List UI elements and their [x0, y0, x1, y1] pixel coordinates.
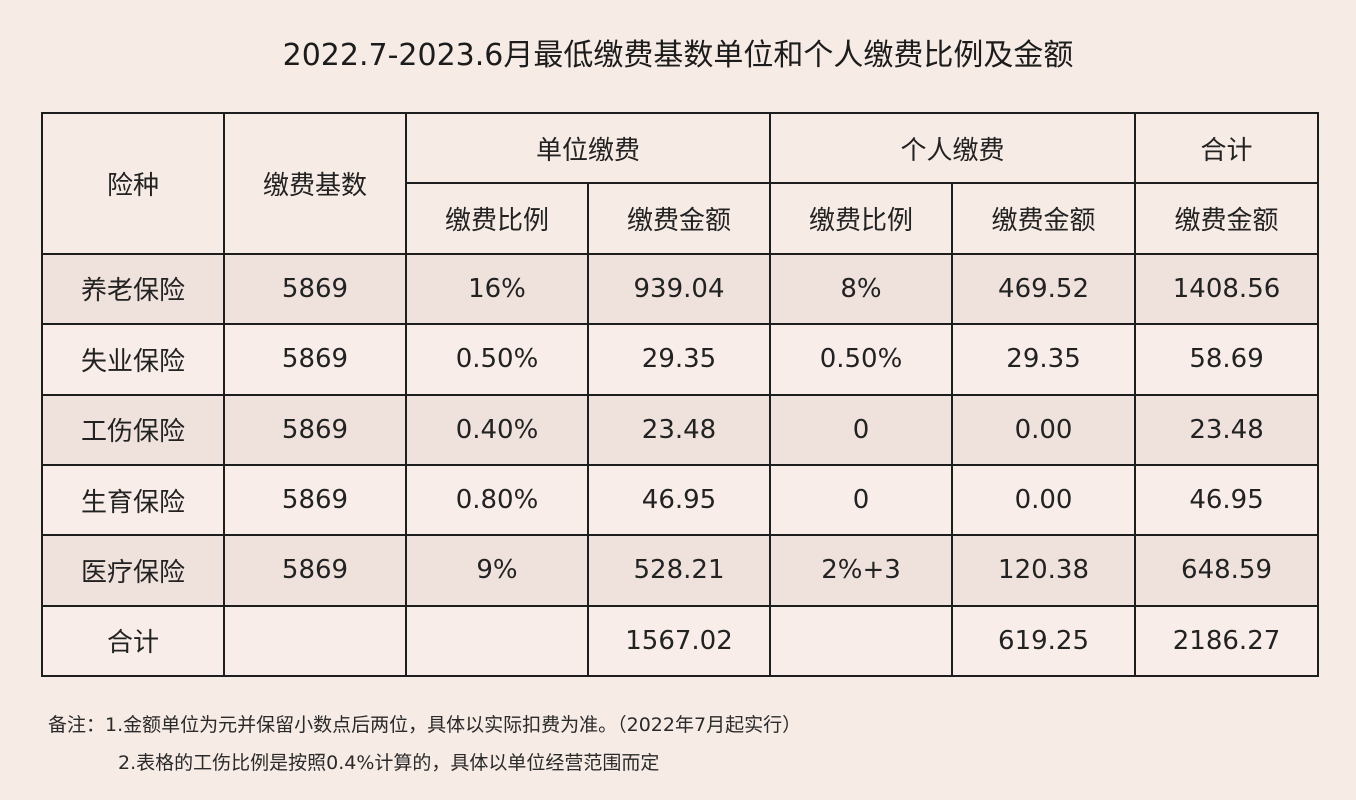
notes: 备注：1.金额单位为元并保留小数点后两位，具体以实际扣费为准。（2022年7月起…: [48, 706, 801, 782]
cell-employer-rate: 0.50%: [405, 323, 589, 396]
note-line-2: 2.表格的工伤比例是按照0.4%计算的，具体以单位经营范围而定: [118, 752, 660, 774]
cell-employee-rate: 8%: [769, 252, 954, 326]
cell-employer-rate: 0.40%: [405, 393, 589, 466]
header-row-1: 险种 缴费基数 单位缴费 个人缴费 合计: [41, 111, 1320, 255]
cell-type: 生育保险: [41, 463, 225, 537]
cell-employee-amount: 0.00: [951, 463, 1137, 537]
note-line-1: 备注：1.金额单位为元并保留小数点后两位，具体以实际扣费为准。（2022年7月起…: [48, 714, 802, 736]
cell-employee-rate: 0: [769, 463, 954, 537]
header-total-amount: 缴费金额: [1134, 182, 1320, 255]
cell-type: 养老保险: [41, 252, 225, 326]
cell-employer-amount: 29.35: [586, 323, 772, 396]
header-employee-rate: 缴费比例: [769, 182, 954, 255]
total-employee-amount: 619.25: [951, 604, 1137, 678]
empty-cell: [405, 604, 589, 678]
page-title: 2022.7-2023.6月最低缴费基数单位和个人缴费比例及金额: [282, 38, 1074, 73]
header-base: 缴费基数: [223, 112, 407, 255]
cell-employer-rate: 16%: [405, 252, 589, 326]
table-row: 生育保险 5869 0.80% 46.95 0 0.00 46.95: [41, 463, 1320, 537]
cell-employee-rate: 0.50%: [769, 323, 954, 396]
cell-employee-amount: 0.00: [951, 393, 1137, 466]
cell-employee-amount: 469.52: [951, 252, 1137, 326]
contribution-table: 险种 缴费基数 单位缴费 个人缴费 合计 缴费比例 缴费金额 缴费比例 缴费金额…: [41, 111, 1320, 678]
cell-employer-amount: 528.21: [586, 534, 772, 607]
header-employer-group: 单位缴费: [404, 111, 772, 185]
cell-base: 5869: [223, 393, 407, 466]
cell-base: 5869: [223, 252, 407, 326]
table-row: 医疗保险 5869 9% 528.21 2%+3 120.38 648.59: [41, 534, 1320, 607]
cell-base: 5869: [223, 463, 407, 537]
cell-base: 5869: [223, 323, 407, 396]
cell-employer-amount: 46.95: [586, 463, 772, 537]
header-employee-amount: 缴费金额: [951, 182, 1137, 255]
cell-total: 58.69: [1134, 323, 1320, 396]
cell-employer-rate: 0.80%: [405, 463, 589, 537]
table-row: 养老保险 5869 16% 939.04 8% 469.52 1408.56: [41, 252, 1320, 326]
total-employer-amount: 1567.02: [586, 604, 772, 678]
empty-cell: [769, 604, 954, 678]
cell-total: 648.59: [1134, 534, 1320, 607]
cell-employer-rate: 9%: [405, 534, 589, 607]
grand-total: 2186.27: [1134, 604, 1320, 678]
table-row: 失业保险 5869 0.50% 29.35 0.50% 29.35 58.69: [41, 323, 1320, 396]
cell-employee-amount: 120.38: [951, 534, 1137, 607]
cell-type: 医疗保险: [41, 534, 225, 607]
header-total-group: 合计: [1134, 111, 1320, 185]
total-row: 合计 1567.02 619.25 2186.27: [41, 604, 1320, 678]
cell-type: 工伤保险: [41, 393, 225, 466]
header-employer-rate: 缴费比例: [405, 182, 589, 255]
header-employer-amount: 缴费金额: [586, 182, 772, 255]
cell-employee-rate: 0: [769, 393, 954, 466]
total-label: 合计: [41, 604, 225, 678]
cell-employer-amount: 23.48: [586, 393, 772, 466]
cell-employee-rate: 2%+3: [769, 534, 954, 607]
header-row-2: 缴费比例 缴费金额 缴费比例 缴费金额 缴费金额: [42, 182, 1320, 255]
header-insurance-type: 险种: [41, 112, 225, 255]
empty-cell: [223, 604, 407, 678]
header-employee-group: 个人缴费: [769, 111, 1137, 185]
cell-base: 5869: [223, 534, 407, 607]
cell-total: 1408.56: [1134, 252, 1320, 326]
table-row: 工伤保险 5869 0.40% 23.48 0 0.00 23.48: [41, 393, 1320, 466]
cell-employee-amount: 29.35: [951, 323, 1137, 396]
cell-type: 失业保险: [41, 323, 225, 396]
cell-employer-amount: 939.04: [586, 252, 772, 326]
cell-total: 46.95: [1134, 463, 1320, 537]
cell-total: 23.48: [1134, 393, 1320, 466]
